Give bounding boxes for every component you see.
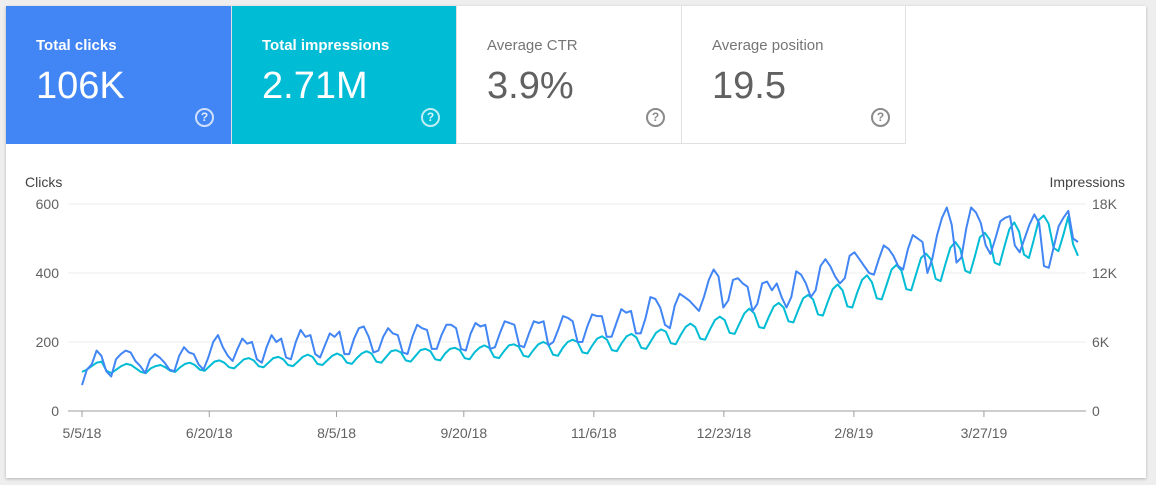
y-right-axis-title: Impressions — [1050, 174, 1125, 190]
help-circle-icon[interactable]: ? — [646, 108, 665, 127]
metric-label: Average CTR — [487, 37, 578, 54]
chart-lines — [81, 206, 1079, 386]
metric-card-total-impressions[interactable]: Total impressions 2.71M ? — [231, 6, 456, 144]
x-tick-label: 12/23/18 — [697, 425, 752, 441]
metric-card-total-clicks[interactable]: Total clicks 106K ? — [6, 6, 231, 144]
chart-grid — [68, 203, 1086, 412]
metric-label: Total clicks — [36, 37, 117, 54]
x-tick-label: 8/5/18 — [317, 425, 356, 441]
y-left-tick-label: 200 — [36, 334, 60, 350]
y-right-tick-label: 18K — [1092, 196, 1118, 212]
metric-card-average-position[interactable]: Average position 19.5 ? — [681, 6, 906, 144]
performance-card: Total clicks 106K ? Total impressions 2.… — [6, 6, 1146, 478]
help-circle-icon[interactable]: ? — [871, 108, 890, 127]
y-right-tick-label: 0 — [1092, 403, 1100, 419]
metric-value: 2.71M — [262, 65, 368, 107]
metric-label: Total impressions — [262, 37, 390, 54]
metric-card-average-ctr[interactable]: Average CTR 3.9% ? — [456, 6, 681, 144]
x-tick-label: 5/5/18 — [63, 425, 102, 441]
series-line-impressions — [81, 214, 1079, 375]
metric-label: Average position — [712, 37, 824, 54]
y-right-ticks: 0 6K 12K 18K — [1092, 196, 1118, 419]
x-tick-label: 9/20/18 — [440, 425, 487, 441]
metric-value: 3.9% — [487, 65, 574, 107]
y-left-tick-label: 400 — [36, 265, 60, 281]
x-tick-label: 2/8/19 — [834, 425, 873, 441]
metric-value: 106K — [36, 65, 125, 107]
x-axis-ticks: 5/5/18 6/20/18 8/5/18 9/20/18 11/6/18 12/23/1… — [63, 411, 1008, 441]
y-left-tick-label: 0 — [51, 403, 59, 419]
x-tick-label: 6/20/18 — [186, 425, 233, 441]
metric-value: 19.5 — [712, 65, 786, 107]
series-line-clicks — [81, 206, 1079, 386]
help-circle-icon[interactable]: ? — [421, 108, 440, 127]
y-left-tick-label: 600 — [36, 196, 60, 212]
y-left-axis-title: Clicks — [25, 174, 62, 190]
y-left-ticks: 0 200 400 600 — [36, 196, 60, 419]
x-tick-label: 11/6/18 — [571, 425, 617, 441]
y-right-tick-label: 12K — [1092, 265, 1118, 281]
x-tick-label: 3/27/19 — [961, 425, 1008, 441]
y-right-tick-label: 6K — [1092, 334, 1110, 350]
help-circle-icon[interactable]: ? — [195, 108, 214, 127]
metric-tabs: Total clicks 106K ? Total impressions 2.… — [6, 6, 906, 144]
